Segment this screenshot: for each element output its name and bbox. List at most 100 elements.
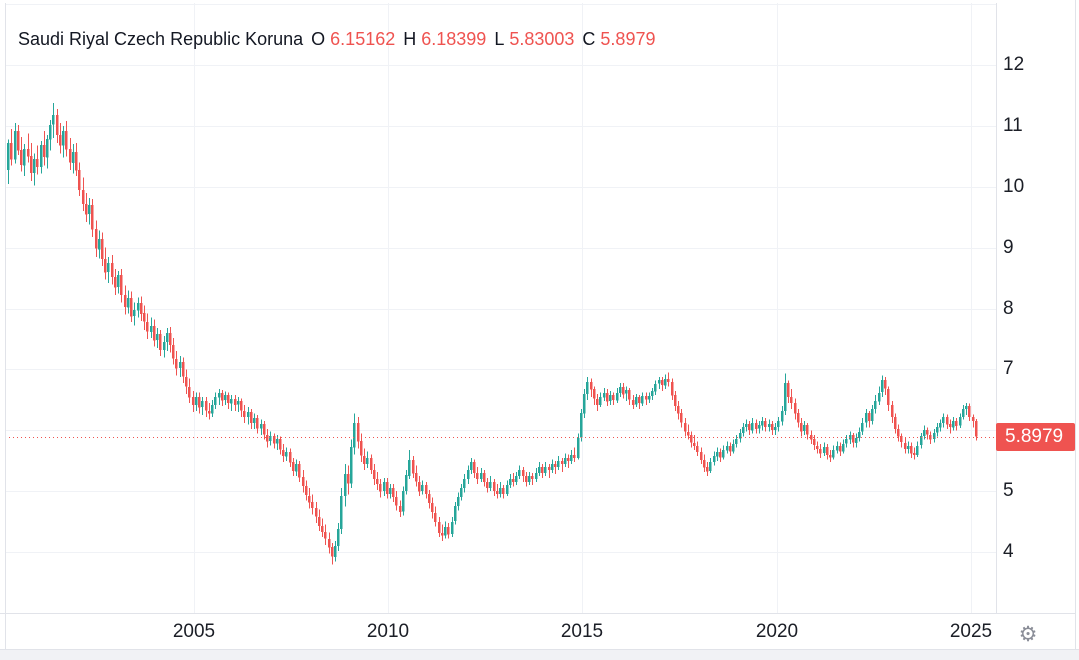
candle-body (904, 443, 907, 450)
candle-body (619, 387, 622, 394)
last-price-label: 5.8979 (996, 423, 1075, 451)
candle-body (823, 447, 826, 454)
candle-body (742, 427, 745, 434)
candle-body (353, 423, 356, 448)
candle-body (370, 458, 373, 471)
candle-body (512, 479, 515, 483)
candle-body (580, 413, 583, 438)
candle-body (622, 387, 625, 395)
last-price-text: 5.8979 (1005, 426, 1064, 447)
candle-body (518, 470, 521, 477)
candle-body (515, 476, 518, 483)
candle-body (635, 397, 638, 405)
candle-body (868, 413, 871, 421)
candle-body (163, 342, 166, 350)
settings-gear-icon[interactable]: ⚙ (1014, 620, 1042, 648)
candle-body (428, 494, 431, 504)
candle-body (768, 424, 771, 428)
candle-body (52, 115, 55, 125)
candle-body (570, 455, 573, 462)
candle-body (842, 444, 845, 452)
candle-body (758, 425, 761, 429)
candle-body (418, 482, 421, 492)
candle-body (127, 298, 130, 308)
candle-body (806, 425, 809, 435)
candle-body (441, 533, 444, 536)
candle-body (596, 399, 599, 406)
candle-body (706, 467, 709, 472)
symbol-title: Saudi Riyal Czech Republic Koruna (18, 29, 304, 49)
candle-body (208, 411, 211, 414)
candle-body (454, 506, 457, 522)
candle-body (774, 427, 777, 431)
candle-body (408, 460, 411, 476)
candle-body (923, 430, 926, 437)
candle-body (535, 473, 538, 480)
price-axis[interactable] (997, 3, 1075, 613)
candle-body (573, 455, 576, 459)
candle-body (444, 527, 447, 536)
candle-body (732, 444, 735, 452)
candle-body (929, 435, 932, 440)
candle-body (810, 435, 813, 440)
candle-body (777, 421, 780, 428)
candle-body (88, 205, 91, 215)
candle-body (234, 399, 237, 406)
candle-body (363, 456, 366, 464)
candle-body (130, 298, 133, 317)
candle-body (85, 204, 88, 215)
candle-body (289, 452, 292, 463)
candle-body (489, 482, 492, 489)
candle-body (881, 380, 884, 393)
gear-glyph: ⚙ (1018, 622, 1038, 646)
candle-body (195, 397, 198, 405)
candle-body (23, 149, 26, 166)
candle-body (761, 421, 764, 426)
candle-body (829, 455, 832, 458)
candle-body (298, 464, 301, 478)
candle-body (17, 131, 20, 151)
candle-body (561, 461, 564, 465)
candle-body (328, 539, 331, 548)
candle-body (295, 464, 298, 472)
candle-body (334, 546, 337, 557)
candle-body (845, 439, 848, 444)
candle-body (104, 259, 107, 273)
candle-body (350, 447, 353, 484)
candle-body (457, 497, 460, 507)
candle-body (347, 474, 350, 484)
candle-body (787, 383, 790, 398)
candle-body (389, 488, 392, 495)
candle-body (451, 522, 454, 535)
candle-body (402, 491, 405, 512)
candle-body (20, 150, 23, 166)
time-axis[interactable] (5, 613, 996, 648)
candle-body (794, 403, 797, 414)
candle-body (308, 496, 311, 503)
candle-body (434, 513, 437, 523)
candle-body (366, 458, 369, 465)
candle-body (78, 170, 81, 191)
candle-body (654, 384, 657, 392)
candle-body (531, 476, 534, 480)
candle-body (166, 333, 169, 343)
candle-body (781, 411, 784, 422)
candle-body (476, 473, 479, 480)
candle-body (373, 470, 376, 480)
candle-body (942, 417, 945, 424)
candle-body (687, 432, 690, 436)
candle-body (819, 449, 822, 454)
candle-body (771, 424, 774, 431)
candle-body (69, 149, 72, 163)
candle-body (386, 482, 389, 495)
candle-body (506, 485, 509, 495)
candle-body (337, 529, 340, 547)
candle-body (897, 429, 900, 437)
candle-body (46, 139, 49, 158)
chart-legend[interactable]: Saudi Riyal Czech Republic Koruna O 6.1516… (18, 27, 655, 51)
candle-body (82, 190, 85, 205)
candle-body (315, 508, 318, 517)
candle-body (962, 409, 965, 417)
candle-body (179, 362, 182, 369)
